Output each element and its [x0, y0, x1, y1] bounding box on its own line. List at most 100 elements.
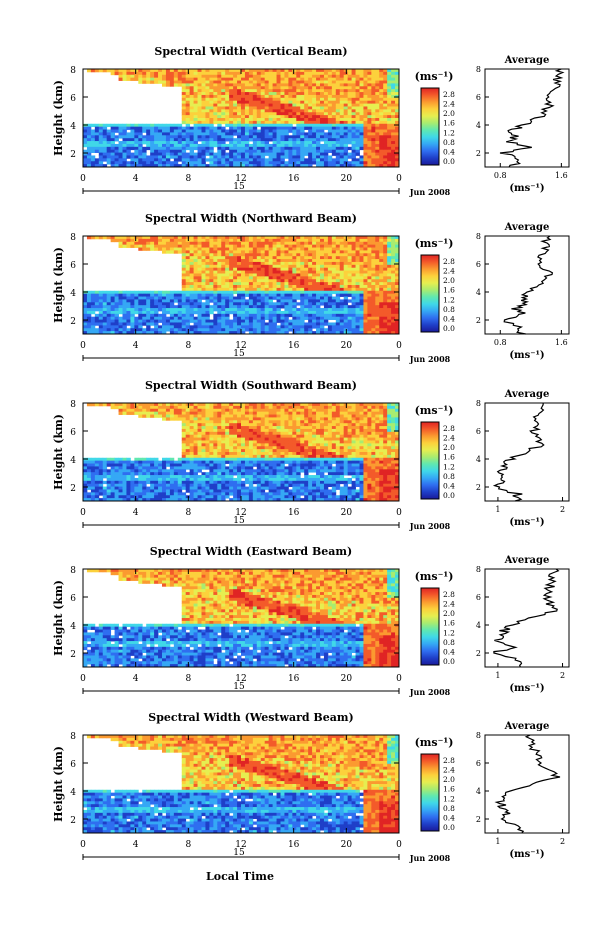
panel-2: Spectral Width (Northward Beam) 2 4 6 8 Heigh… — [52, 212, 570, 364]
average-title: Average — [504, 555, 550, 566]
height-tick-label: 6 — [70, 428, 76, 438]
panel-4: Spectral Width (Eastward Beam) 2 4 6 8 Height… — [52, 545, 570, 697]
panel-title: Spectral Width (Vertical Beam) — [154, 45, 347, 58]
height-tick-label: 8 — [70, 566, 76, 576]
panel-5: Spectral Width (Westward Beam) 2 4 6 8 Height… — [52, 711, 570, 863]
average-x-tick: 2 — [560, 505, 565, 514]
average-x-tick: 1 — [495, 671, 500, 680]
date-day: 15 — [233, 848, 245, 858]
time-tick-label: 20 — [341, 174, 353, 184]
average-height-tick: 4 — [476, 455, 481, 464]
average-height-tick: 6 — [476, 93, 481, 102]
average-title: Average — [504, 55, 550, 66]
height-tick-label: 2 — [70, 650, 76, 660]
height-tick-label: 2 — [70, 150, 76, 160]
colorbar — [420, 254, 440, 333]
average-height-tick: 6 — [476, 260, 481, 269]
colorbar-tick-label: 2.8 — [443, 90, 455, 99]
time-tick-label: 4 — [133, 840, 139, 850]
date-month: Jun 2008 — [409, 354, 451, 364]
colorbar-tick-label: 2.4 — [443, 600, 455, 609]
colorbar-tick-label: 2.4 — [443, 100, 455, 109]
colorbar-tick-label: 0.4 — [443, 147, 455, 156]
time-tick-label: 12 — [235, 341, 246, 351]
date-month: Jun 2008 — [409, 521, 451, 531]
time-tick-label: 16 — [288, 840, 300, 850]
colorbar-units: (ms⁻¹) — [415, 570, 454, 583]
height-tick-label: 8 — [70, 400, 76, 410]
average-profile-line — [493, 568, 560, 668]
time-tick-label: 12 — [235, 174, 246, 184]
height-tick-label: 4 — [70, 289, 76, 299]
colorbar-tick-label: 0.0 — [443, 657, 455, 666]
average-height-tick: 6 — [476, 759, 481, 768]
time-tick-label: 0 — [80, 341, 86, 351]
time-tick-label: 12 — [235, 674, 246, 684]
time-tick-label: 12 — [235, 840, 246, 850]
time-tick-label: 8 — [185, 840, 191, 850]
average-profile-line — [492, 402, 545, 502]
colorbar-tick-label: 0.8 — [443, 472, 455, 481]
colorbar-tick-label: 1.2 — [443, 128, 455, 137]
colorbar-tick-label: 1.6 — [443, 785, 455, 794]
height-axis-label: Height (km) — [52, 746, 65, 822]
colorbar-tick-label: 0.4 — [443, 481, 455, 490]
average-height-tick: 8 — [476, 731, 481, 740]
average-title: Average — [504, 721, 550, 732]
average-units: (ms⁻¹) — [509, 350, 544, 361]
time-tick-label: 0 — [80, 840, 86, 850]
time-tick-label: 0 — [80, 674, 86, 684]
colorbar-tick-label: 2.4 — [443, 267, 455, 276]
colorbar — [420, 587, 440, 666]
heatmap — [83, 403, 399, 501]
height-tick-label: 2 — [70, 816, 76, 826]
average-height-tick: 2 — [476, 649, 481, 658]
panel-title: Spectral Width (Southward Beam) — [145, 379, 357, 392]
colorbar-tick-label: 1.6 — [443, 286, 455, 295]
heatmap — [83, 569, 399, 667]
date-month: Jun 2008 — [409, 187, 451, 197]
average-profile-line — [494, 734, 561, 834]
time-tick-label: 4 — [133, 341, 139, 351]
average-frame — [484, 734, 570, 834]
colorbar-tick-label: 0.4 — [443, 813, 455, 822]
average-height-tick: 2 — [476, 149, 481, 158]
average-x-tick: 2 — [560, 671, 565, 680]
colorbar-tick-label: 0.8 — [443, 804, 455, 813]
average-x-tick: 0.8 — [494, 338, 507, 347]
colorbar-tick-label: 0.8 — [443, 638, 455, 647]
time-tick-label: 8 — [185, 341, 191, 351]
colorbar-tick-label: 0.0 — [443, 157, 455, 166]
date-day: 15 — [233, 349, 245, 359]
time-tick-label: 16 — [288, 674, 300, 684]
time-tick-label: 0 — [396, 840, 402, 850]
time-tick-label: 0 — [396, 674, 402, 684]
average-height-tick: 8 — [476, 65, 481, 74]
average-frame — [484, 68, 570, 168]
time-tick-label: 20 — [341, 840, 353, 850]
average-profile-line — [499, 68, 565, 168]
colorbar-tick-label: 2.0 — [443, 109, 455, 118]
colorbar-tick-label: 0.8 — [443, 305, 455, 314]
average-x-tick: 1 — [495, 505, 500, 514]
colorbar-tick-label: 2.0 — [443, 609, 455, 618]
average-x-tick: 1.6 — [555, 338, 568, 347]
panel-title: Spectral Width (Westward Beam) — [148, 711, 353, 724]
date-month: Jun 2008 — [409, 687, 451, 697]
time-tick-label: 20 — [341, 341, 353, 351]
time-tick-label: 0 — [396, 174, 402, 184]
colorbar-tick-label: 2.4 — [443, 434, 455, 443]
date-day: 15 — [233, 182, 245, 192]
x-axis-label: Local Time — [206, 870, 274, 883]
height-tick-label: 4 — [70, 788, 76, 798]
time-tick-label: 20 — [341, 508, 353, 518]
height-tick-label: 4 — [70, 622, 76, 632]
time-tick-label: 8 — [185, 674, 191, 684]
average-x-tick: 1 — [495, 837, 500, 846]
time-tick-label: 16 — [288, 174, 300, 184]
panel-title: Spectral Width (Northward Beam) — [145, 212, 357, 225]
colorbar-tick-label: 1.2 — [443, 295, 455, 304]
average-title: Average — [504, 222, 550, 233]
time-tick-label: 0 — [396, 341, 402, 351]
